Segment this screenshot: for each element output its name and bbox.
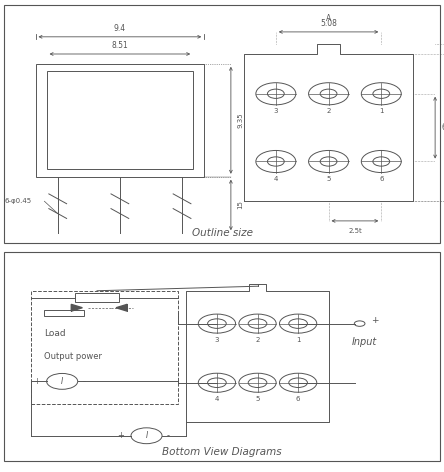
Text: 5.08: 5.08 <box>320 19 337 28</box>
Bar <box>36 64 204 177</box>
Text: 6: 6 <box>379 176 384 182</box>
Text: 3: 3 <box>274 109 278 115</box>
Text: 6-φ0.45: 6-φ0.45 <box>4 198 32 204</box>
Text: I: I <box>61 377 63 386</box>
Text: 5: 5 <box>255 396 260 402</box>
Text: Input: Input <box>352 337 377 347</box>
Text: 9.35: 9.35 <box>238 112 244 128</box>
Text: -: - <box>82 377 85 386</box>
Text: +: + <box>371 316 378 325</box>
Text: 4: 4 <box>215 396 219 402</box>
Text: 1: 1 <box>296 337 300 343</box>
Text: Outline size: Outline size <box>191 228 253 238</box>
Text: 6: 6 <box>442 123 444 132</box>
Text: 15: 15 <box>238 201 244 210</box>
Text: +: + <box>33 377 40 386</box>
Polygon shape <box>71 304 82 311</box>
Bar <box>47 71 193 169</box>
Text: Load: Load <box>44 329 66 338</box>
Text: -: - <box>166 431 170 440</box>
Text: Bottom View Diagrams: Bottom View Diagrams <box>162 447 282 456</box>
Text: 1: 1 <box>379 109 384 115</box>
Bar <box>31 291 178 404</box>
Polygon shape <box>116 304 127 311</box>
Text: Output power: Output power <box>44 352 103 361</box>
Text: 5: 5 <box>326 176 331 182</box>
Text: +: + <box>118 431 124 440</box>
Text: 3: 3 <box>215 337 219 343</box>
Bar <box>75 293 119 302</box>
Bar <box>44 310 84 316</box>
Text: 2.5t: 2.5t <box>348 228 362 234</box>
Text: 9.4: 9.4 <box>114 24 126 33</box>
Text: 6: 6 <box>296 396 300 402</box>
Text: I: I <box>145 431 148 440</box>
Text: A: A <box>326 14 331 23</box>
Text: 2: 2 <box>255 337 260 343</box>
Text: 4: 4 <box>274 176 278 182</box>
Text: 2: 2 <box>326 109 331 115</box>
Text: 8.51: 8.51 <box>111 42 128 51</box>
